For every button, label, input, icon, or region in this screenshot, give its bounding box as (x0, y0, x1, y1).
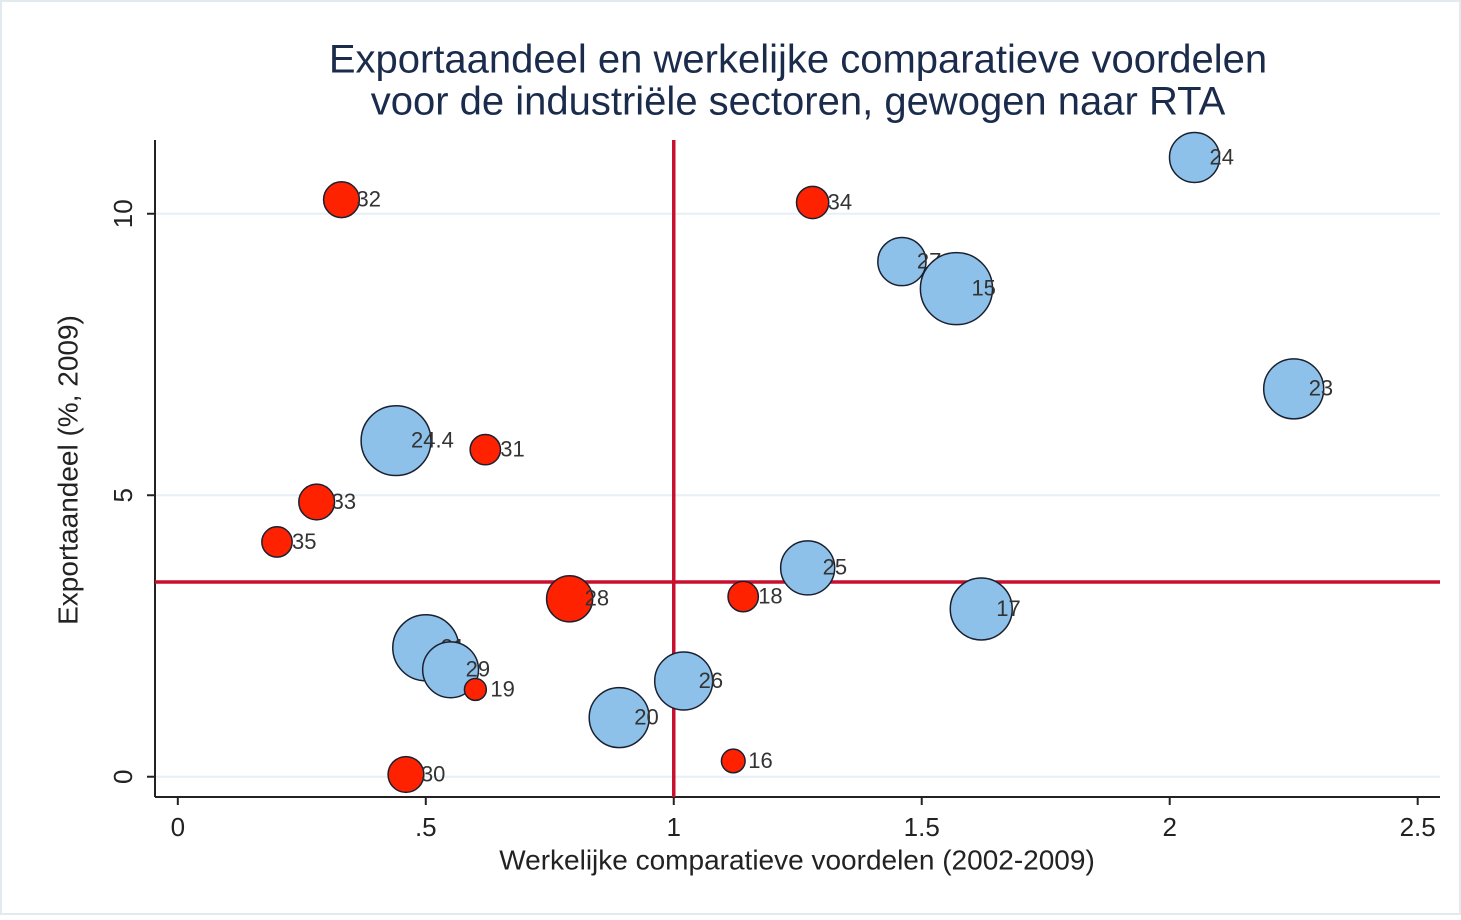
point-label: 31 (500, 436, 524, 461)
point-label: 26 (699, 668, 723, 693)
bubble (360, 404, 432, 477)
point-label: 28 (585, 586, 609, 611)
x-tick-label: 2.5 (1400, 812, 1436, 842)
x-tick-label: 1.5 (904, 812, 940, 842)
bubble (877, 236, 927, 287)
y-tick-label: 5 (108, 488, 138, 502)
bubble (949, 577, 1013, 641)
bubble (795, 185, 830, 220)
point-label: 16 (748, 748, 772, 773)
bubble (588, 686, 650, 749)
x-axis-title: Werkelijke comparatieve voordelen (2002-… (499, 844, 1095, 875)
bubble (720, 748, 746, 774)
bubble (463, 677, 488, 702)
bubble (653, 651, 714, 711)
bubble (779, 540, 836, 596)
point-label: 23 (1309, 376, 1333, 401)
chart-title: voor de industriële sectoren, gewogen na… (371, 80, 1226, 124)
point-label: 30 (421, 761, 445, 786)
x-tick-label: .5 (415, 812, 437, 842)
bubble (322, 181, 361, 219)
point-label: 34 (828, 189, 852, 214)
x-tick-label: 0 (171, 812, 185, 842)
point-label: 19 (490, 676, 514, 701)
bubble (919, 251, 994, 326)
bubble (469, 433, 502, 466)
point-label: 18 (758, 583, 782, 608)
bubble (298, 483, 336, 521)
point-label: 15 (971, 275, 995, 300)
point-label: 24 (1210, 144, 1234, 169)
point-label: 17 (996, 596, 1020, 621)
point-label: 29 (466, 657, 490, 682)
y-axis-title: Exportaandeel (%, 2009) (52, 315, 83, 625)
chart-title: Exportaandeel en werkelijke comparatieve… (329, 38, 1267, 82)
bubble (421, 641, 480, 699)
x-tick-label: 2 (1162, 812, 1176, 842)
point-label: 20 (634, 704, 658, 729)
point-label: 35 (292, 529, 316, 554)
bubble (1168, 131, 1221, 184)
y-tick-label: 10 (108, 199, 138, 228)
bubble (261, 526, 293, 558)
x-tick-label: 1 (667, 812, 681, 842)
bubble (727, 580, 760, 613)
point-label: 24.4 (411, 427, 454, 452)
bubble (545, 575, 594, 623)
point-label: 33 (332, 489, 356, 514)
point-label: 25 (823, 555, 847, 580)
bubble (1262, 358, 1325, 420)
bubble (387, 755, 425, 794)
y-tick-label: 0 (108, 769, 138, 783)
point-label: 32 (356, 186, 380, 211)
